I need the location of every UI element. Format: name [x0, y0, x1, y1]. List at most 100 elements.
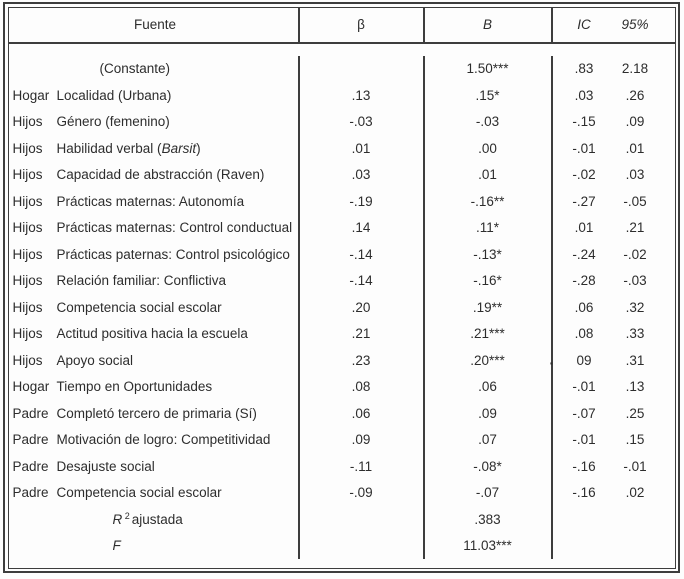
- row-label-part: ): [196, 140, 201, 156]
- b-cell: .383: [422, 506, 551, 533]
- row-label-part: F: [112, 538, 121, 554]
- b-cell: .09: [422, 400, 551, 427]
- ic-low-cell: . 09: [550, 352, 610, 368]
- fuente-cell: Padre Completó tercero de primaria (Sí): [9, 400, 298, 427]
- row-label-part: Capacidad de abstracción (Raven): [56, 167, 265, 183]
- ic-low-value: .03: [574, 87, 594, 103]
- fuente-cell: (Constante): [9, 56, 298, 83]
- table-row: Hogar Tiempo en Oportunidades .08.06 -.01 .1…: [9, 373, 675, 400]
- table-row: Hijos Habilidad verbal (Barsit) .01.00 -.01…: [9, 135, 675, 162]
- ic-low-cell: .08: [559, 326, 610, 341]
- table-row: Hijos Prácticas maternas: Control conduct…: [9, 214, 675, 241]
- ic-low-value: -.01: [572, 140, 596, 156]
- stray-dot-artifact: .: [549, 352, 554, 367]
- beta-cell: .09: [297, 426, 423, 453]
- ic-high-cell: .31: [625, 352, 645, 368]
- ic-low-cell: .06: [559, 300, 610, 315]
- ic-low-cell: -.16: [559, 485, 610, 500]
- ic-cell: -.16 .02: [550, 479, 675, 506]
- beta-cell: -.09: [297, 479, 423, 506]
- row-label: Completó tercero de primaria (Sí): [57, 406, 257, 421]
- beta-cell: .23: [297, 347, 423, 374]
- header-ic: IC 95%: [550, 7, 675, 42]
- row-label: Apoyo social: [57, 353, 134, 368]
- row-label-part: Barsit: [161, 140, 197, 156]
- row-category: Hijos: [12, 326, 43, 342]
- row-category: Hogar: [12, 87, 50, 103]
- ic-cell: -.07 .25: [550, 400, 675, 427]
- table-row: Padre Motivación de logro: Competitividad…: [9, 426, 675, 454]
- beta-cell: .06: [297, 400, 423, 427]
- ic-low-cell: -.15: [559, 114, 610, 129]
- b-cell: -.03: [422, 108, 551, 135]
- row-label: Tiempo en Oportunidades: [57, 379, 213, 394]
- ic-high-cell: .15: [625, 432, 645, 448]
- ic-high-cell: .32: [625, 299, 645, 315]
- ic-low-cell: -.01: [559, 432, 610, 447]
- row-label: R 2 ajustada: [113, 511, 183, 527]
- ic-cell: -.01 .01: [550, 135, 675, 162]
- table-row: Padre Desajuste social -.11 -.08* -.16 -.01: [9, 453, 675, 480]
- fuente-cell: Hijos Prácticas maternas: Autonomía: [9, 188, 298, 215]
- b-cell: .07: [422, 426, 551, 453]
- ic-cell: .03 .26: [550, 82, 675, 109]
- row-label-part: ajustada: [131, 512, 183, 528]
- ic-cell: . 09 .31: [550, 347, 675, 374]
- header-fuente-label: Fuente: [133, 17, 177, 32]
- table-row: Hijos Actitud positiva hacia la escuela .2…: [9, 320, 675, 347]
- ic-low-value: -.16: [572, 485, 596, 501]
- row-label: Localidad (Urbana): [57, 88, 172, 103]
- row-label: Prácticas maternas: Autonomía: [57, 194, 245, 209]
- table-row: Hijos Competencia social escolar .20.19**.…: [9, 294, 675, 321]
- row-category: Hijos: [12, 299, 43, 315]
- ic-low-value: -.15: [572, 114, 596, 130]
- ic-low-cell: -.01: [559, 379, 610, 394]
- fuente-cell: Padre Motivación de logro: Competitividad: [9, 427, 298, 454]
- ic-cell: -.27 -.05: [550, 188, 675, 215]
- ic-high-cell: .01: [625, 140, 645, 156]
- beta-cell: [297, 55, 423, 82]
- row-label-part: R: [112, 512, 123, 528]
- header-b-label: B: [482, 17, 492, 32]
- row-label-part: Prácticas maternas: Autonomía: [56, 193, 245, 209]
- row-label: Habilidad verbal (Barsit): [57, 141, 201, 156]
- ic-low-value: -.02: [572, 167, 596, 183]
- header-ic-label: IC: [577, 17, 591, 32]
- results-table-inner: Fuente β B IC 95% (Constante) 1.50*** .83 2…: [7, 6, 676, 569]
- row-category: Hijos: [12, 273, 43, 289]
- table-row: Hijos Prácticas maternas: Autonomía -.19 -.…: [9, 188, 675, 215]
- ic-cell: -.01 .13: [550, 373, 675, 400]
- ic-low-cell: -.02: [559, 167, 610, 182]
- row-category: Hijos: [12, 140, 43, 156]
- beta-cell: .01: [297, 135, 423, 162]
- results-table: Fuente β B IC 95% (Constante) 1.50*** .83 2…: [3, 2, 680, 573]
- header-ci-pct-label: 95%: [621, 17, 649, 32]
- row-label: Capacidad de abstracción (Raven): [57, 167, 265, 182]
- ic-low-cell: .03: [559, 88, 610, 103]
- fuente-cell: Hijos Género (femenino): [9, 109, 298, 136]
- row-label-part: Motivación de logro: Competitividad: [56, 432, 271, 448]
- ic-cell: -.24 -.02: [550, 241, 675, 268]
- table-row: Hijos Relación familiar: Conflictiva -.14-…: [9, 267, 675, 294]
- row-label: Competencia social escolar: [57, 485, 222, 500]
- fuente-cell: F: [9, 533, 298, 560]
- b-cell: .19**: [422, 294, 551, 321]
- ic-low-value: -.24: [572, 246, 596, 262]
- ic-cell: [550, 532, 675, 559]
- ic-high-cell: -.03: [623, 273, 647, 289]
- ic-cell: [550, 506, 675, 533]
- table-row: Hijos Apoyo social .23.20***. 09 .31: [9, 347, 675, 374]
- ic-high-cell: .26: [625, 87, 645, 103]
- row-category: Hogar: [12, 379, 50, 395]
- b-cell: -.07: [422, 479, 551, 506]
- fuente-cell: Padre Competencia social escolar: [9, 480, 298, 507]
- ic-low-cell: -.28: [559, 273, 610, 288]
- beta-cell: .14: [297, 214, 423, 241]
- b-cell: -.16**: [422, 188, 551, 215]
- row-category: Hijos: [12, 220, 43, 236]
- table-row: Hijos Capacidad de abstracción (Raven) .03…: [9, 161, 675, 188]
- ic-high-cell: .21: [625, 220, 645, 236]
- ic-high-cell: .09: [625, 114, 645, 130]
- fuente-cell: Hijos Apoyo social: [9, 347, 298, 374]
- ic-low-value: -.28: [572, 273, 596, 289]
